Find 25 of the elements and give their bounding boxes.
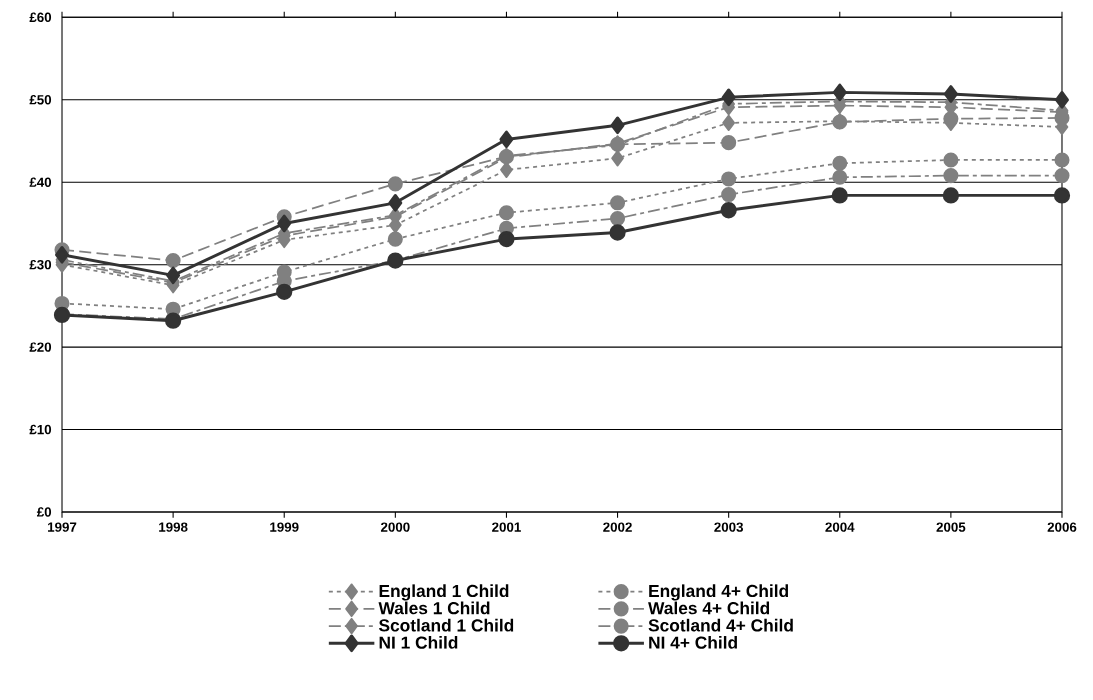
x-tick-label: 2003 (714, 522, 744, 532)
y-tick-label: £30 (29, 259, 52, 270)
x-tick-label: 1998 (159, 522, 188, 532)
x-tick-label: 1997 (48, 522, 77, 532)
legend-label: England 4+ Child (649, 584, 789, 601)
y-tick-label: £10 (29, 424, 52, 435)
legend-label: NI 4+ Child (649, 636, 737, 649)
y-tick-label: £60 (29, 12, 52, 23)
y-tick-label: £20 (29, 342, 52, 352)
legend-label: Scotland 1 Child (378, 618, 514, 632)
y-tick-label: £40 (29, 177, 52, 187)
legend-label: Scotland 4+ Child (648, 618, 793, 632)
x-tick-label: 2005 (936, 522, 966, 532)
x-tick-label: 2000 (380, 522, 410, 532)
legend-label: NI 1 Child (379, 636, 458, 649)
y-tick-label: £0 (36, 507, 52, 517)
x-tick-label: 2006 (1047, 522, 1077, 532)
legend-label: Wales 1 Child (378, 601, 490, 615)
x-tick-label: 1999 (270, 522, 299, 532)
x-tick-label: 2004 (825, 522, 855, 532)
legend-label: Wales 4+ Child (648, 601, 770, 615)
x-tick-label: 2002 (603, 522, 632, 532)
x-tick-label: 2001 (492, 522, 521, 532)
legend-label: England 1 Child (379, 584, 509, 601)
y-tick-label: £50 (29, 95, 52, 105)
